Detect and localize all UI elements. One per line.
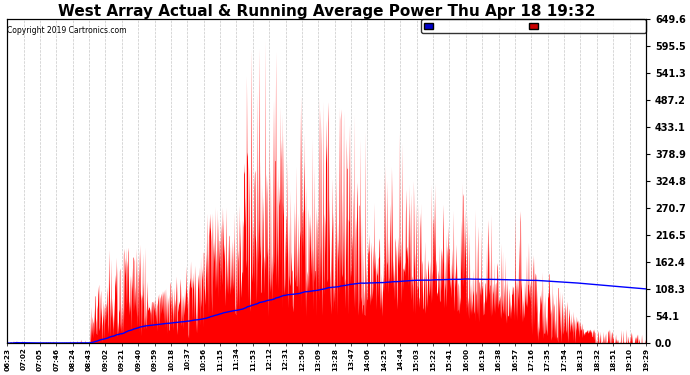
Title: West Array Actual & Running Average Power Thu Apr 18 19:32: West Array Actual & Running Average Powe… — [58, 4, 595, 19]
Text: Copyright 2019 Cartronics.com: Copyright 2019 Cartronics.com — [7, 26, 126, 35]
Legend: Average  (DC Watts), West Array  (DC Watts): Average (DC Watts), West Array (DC Watts… — [422, 19, 646, 33]
